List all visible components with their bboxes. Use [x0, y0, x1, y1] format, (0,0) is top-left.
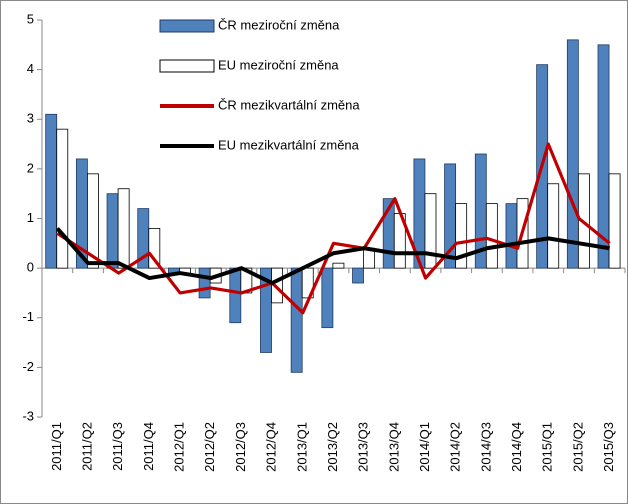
bar	[87, 173, 99, 269]
bar	[597, 44, 610, 269]
bar	[290, 267, 303, 373]
x-tick-label: 2013/Q4	[386, 422, 401, 472]
bar	[455, 203, 468, 269]
legend-label: EU mezikvartální změna	[218, 137, 360, 152]
legend-label: ČR mezikvartální změna	[218, 97, 360, 112]
y-tick-label: -2	[22, 359, 34, 374]
x-tick-label: 2013/Q1	[294, 422, 309, 472]
y-tick-label: 2	[27, 160, 34, 175]
bar	[485, 203, 498, 269]
bar	[505, 203, 518, 269]
y-tick-label: 3	[27, 111, 34, 126]
bar	[271, 267, 283, 304]
y-tick-label: 4	[27, 61, 34, 76]
bar	[106, 193, 119, 269]
bar	[566, 39, 579, 269]
x-tick-label: 2014/Q2	[448, 422, 463, 472]
legend-key	[159, 19, 215, 33]
bar	[117, 188, 130, 269]
y-tick-label: 1	[27, 210, 34, 225]
bar	[424, 193, 437, 269]
bar	[332, 262, 345, 269]
legend-key	[159, 59, 215, 73]
x-tick-label: 2012/Q3	[233, 422, 248, 472]
x-tick-label: 2011/Q1	[49, 422, 64, 471]
bar	[198, 267, 211, 299]
bar	[45, 113, 58, 269]
y-tick-label: 5	[27, 11, 34, 26]
x-tick-label: 2014/Q4	[509, 422, 524, 472]
bar	[229, 267, 242, 324]
x-tick-label: 2012/Q2	[202, 422, 217, 472]
legend-label: EU meziroční změna	[218, 57, 339, 72]
legend-label: ČR meziroční změna	[218, 17, 340, 32]
x-tick-label: 2013/Q2	[325, 422, 340, 472]
x-tick-label: 2012/Q1	[172, 422, 187, 472]
x-tick-label: 2014/Q3	[478, 422, 493, 472]
x-tick-label: 2011/Q4	[141, 422, 156, 471]
x-tick-label: 2015/Q1	[540, 422, 555, 472]
bar	[56, 128, 69, 269]
y-tick-label: -3	[22, 408, 34, 423]
bar	[608, 173, 621, 269]
x-tick-label: 2012/Q4	[264, 422, 279, 472]
x-tick-label: 2011/Q3	[110, 422, 125, 471]
x-tick-label: 2015/Q2	[570, 422, 585, 472]
bar	[352, 267, 364, 284]
line	[55, 227, 610, 286]
x-tick-label: 2015/Q3	[601, 422, 616, 472]
line	[56, 142, 611, 315]
y-tick-label: -1	[22, 309, 34, 324]
bar	[547, 183, 560, 269]
x-tick-label: 2014/Q1	[417, 422, 432, 472]
bar	[321, 267, 334, 329]
x-tick-label: 2013/Q3	[356, 422, 371, 472]
y-tick-label: 0	[27, 260, 34, 275]
x-tick-label: 2011/Q2	[79, 422, 94, 471]
bar	[148, 228, 161, 269]
bar	[260, 267, 272, 353]
